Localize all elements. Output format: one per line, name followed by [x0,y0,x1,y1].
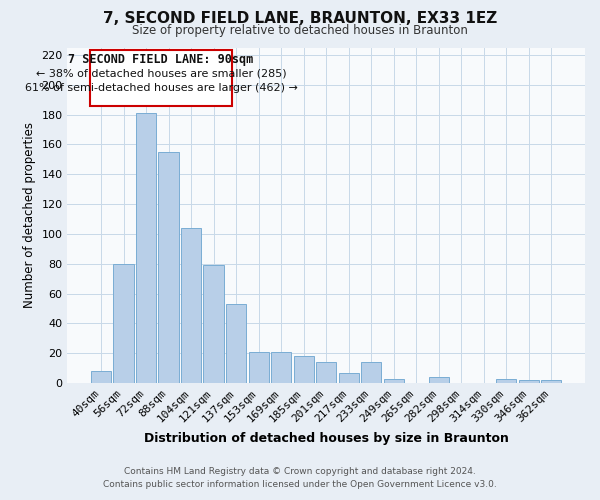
Y-axis label: Number of detached properties: Number of detached properties [23,122,36,308]
Bar [248,352,269,383]
Bar [518,380,539,383]
Bar [91,371,111,383]
Text: ← 38% of detached houses are smaller (285): ← 38% of detached houses are smaller (28… [35,68,286,78]
Bar [90,50,232,106]
Text: 7 SECOND FIELD LANE: 90sqm: 7 SECOND FIELD LANE: 90sqm [68,54,254,66]
Bar [383,378,404,383]
Bar [293,356,314,383]
Text: Contains HM Land Registry data © Crown copyright and database right 2024.
Contai: Contains HM Land Registry data © Crown c… [103,467,497,489]
X-axis label: Distribution of detached houses by size in Braunton: Distribution of detached houses by size … [144,432,509,445]
Text: 61% of semi-detached houses are larger (462) →: 61% of semi-detached houses are larger (… [25,84,298,94]
Text: 7, SECOND FIELD LANE, BRAUNTON, EX33 1EZ: 7, SECOND FIELD LANE, BRAUNTON, EX33 1EZ [103,11,497,26]
Bar [271,352,292,383]
Text: Size of property relative to detached houses in Braunton: Size of property relative to detached ho… [132,24,468,37]
Bar [316,362,337,383]
Bar [496,378,517,383]
Bar [428,377,449,383]
Bar [338,372,359,383]
Bar [541,380,562,383]
Bar [203,266,224,383]
Bar [113,264,134,383]
Bar [158,152,179,383]
Bar [361,362,382,383]
Bar [181,228,201,383]
Bar [136,113,156,383]
Bar [226,304,246,383]
